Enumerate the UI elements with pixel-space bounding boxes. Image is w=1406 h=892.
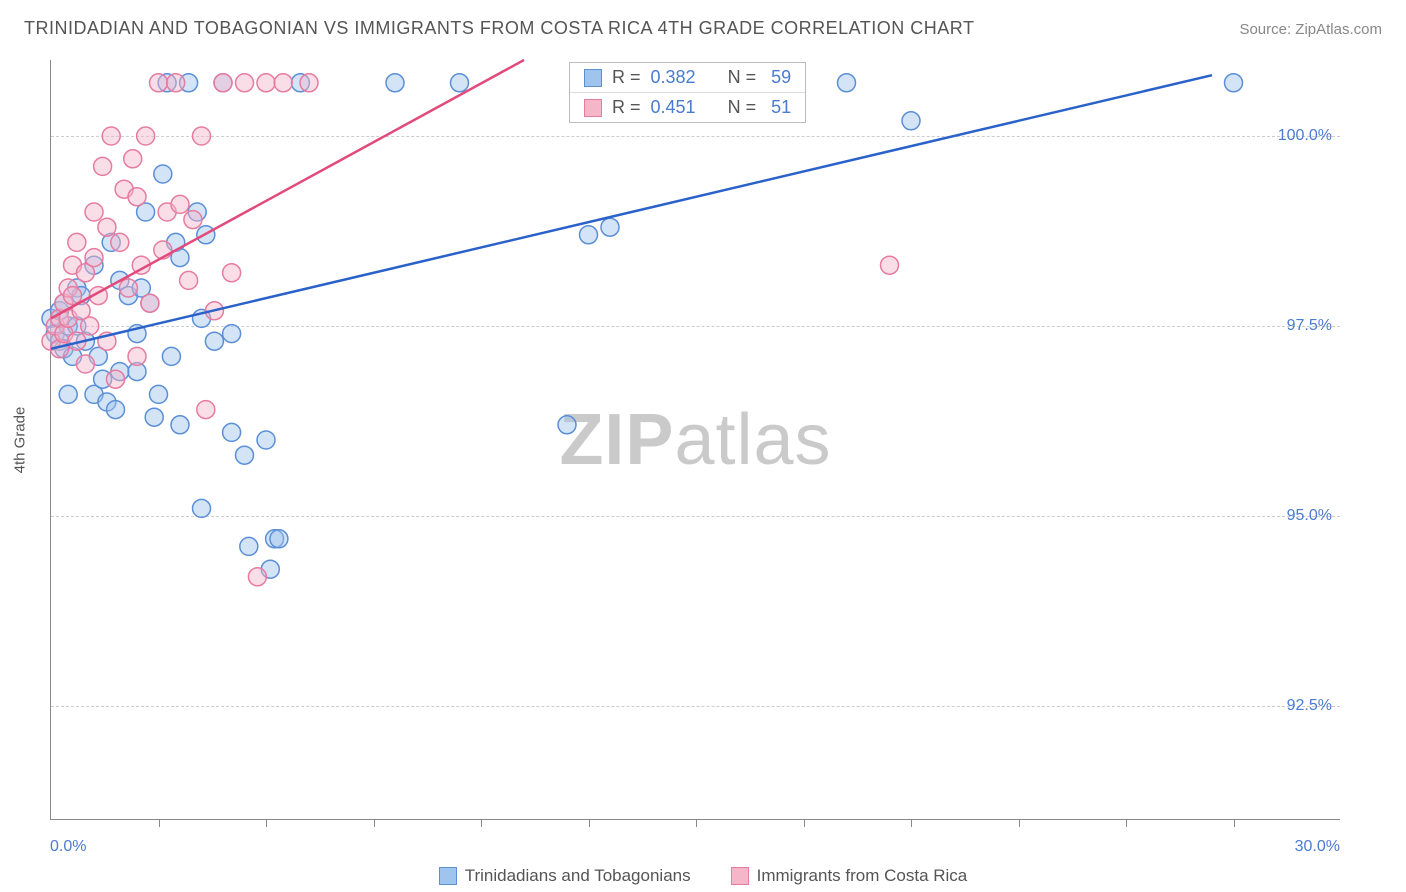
data-point (881, 256, 899, 274)
data-point (223, 423, 241, 441)
stats-row: R = 0.451 N = 51 (570, 92, 805, 122)
data-point (141, 294, 159, 312)
r-value: 0.382 (651, 67, 696, 88)
data-point (102, 127, 120, 145)
data-point (838, 74, 856, 92)
data-point (193, 127, 211, 145)
source-text: Source: ZipAtlas.com (1239, 21, 1382, 38)
data-point (107, 401, 125, 419)
legend-item-2: Immigrants from Costa Rica (731, 866, 968, 886)
data-point (1225, 74, 1243, 92)
data-point (558, 416, 576, 434)
data-point (81, 317, 99, 335)
data-point (184, 211, 202, 229)
data-point (601, 218, 619, 236)
x-axis-min-label: 0.0% (50, 838, 86, 856)
data-point (150, 385, 168, 403)
data-point (162, 347, 180, 365)
data-point (270, 530, 288, 548)
data-point (223, 325, 241, 343)
data-point (154, 165, 172, 183)
data-point (248, 568, 266, 586)
bottom-legend: Trinidadians and Tobagonians Immigrants … (0, 866, 1406, 886)
legend-swatch-2 (731, 867, 749, 885)
plot-area: 92.5%95.0%97.5%100.0% ZIPatlas R =0.382N… (50, 60, 1340, 820)
data-point (236, 446, 254, 464)
data-point (167, 74, 185, 92)
data-point (205, 332, 223, 350)
data-point (128, 188, 146, 206)
y-axis-label: 4th Grade (12, 407, 29, 474)
data-point (171, 195, 189, 213)
data-point (59, 385, 77, 403)
n-value: 59 (766, 67, 791, 88)
data-point (119, 279, 137, 297)
data-point (171, 416, 189, 434)
data-point (214, 74, 232, 92)
n-label: N = (728, 97, 757, 118)
data-point (150, 74, 168, 92)
legend-label-1: Trinidadians and Tobagonians (465, 866, 691, 886)
data-point (76, 355, 94, 373)
data-point (85, 249, 103, 267)
stats-swatch (584, 69, 602, 87)
chart-svg (51, 60, 1340, 819)
x-axis-max-label: 30.0% (1295, 838, 1340, 856)
data-point (98, 218, 116, 236)
n-value: 51 (766, 97, 791, 118)
data-point (197, 401, 215, 419)
stats-row: R = 0.382 N = 59 (570, 63, 805, 92)
data-point (223, 264, 241, 282)
r-label: R = (612, 97, 641, 118)
legend-label-2: Immigrants from Costa Rica (757, 866, 968, 886)
data-point (145, 408, 163, 426)
data-point (300, 74, 318, 92)
data-point (240, 537, 258, 555)
data-point (124, 150, 142, 168)
data-point (128, 347, 146, 365)
data-point (193, 499, 211, 517)
r-value: 0.451 (651, 97, 696, 118)
data-point (85, 203, 103, 221)
data-point (68, 233, 86, 251)
data-point (274, 74, 292, 92)
r-label: R = (612, 67, 641, 88)
data-point (107, 370, 125, 388)
data-point (451, 74, 469, 92)
chart-header: TRINIDADIAN AND TOBAGONIAN VS IMMIGRANTS… (24, 18, 1382, 39)
data-point (257, 74, 275, 92)
data-point (580, 226, 598, 244)
stats-box: R = 0.382 N = 59 R = 0.451 N = 51 (569, 62, 806, 123)
data-point (257, 431, 275, 449)
n-label: N = (728, 67, 757, 88)
data-point (902, 112, 920, 130)
stats-swatch (584, 99, 602, 117)
data-point (236, 74, 254, 92)
data-point (386, 74, 404, 92)
data-point (94, 157, 112, 175)
data-point (137, 127, 155, 145)
chart-title: TRINIDADIAN AND TOBAGONIAN VS IMMIGRANTS… (24, 18, 974, 39)
data-point (180, 271, 198, 289)
legend-item-1: Trinidadians and Tobagonians (439, 866, 691, 886)
data-point (111, 233, 129, 251)
legend-swatch-1 (439, 867, 457, 885)
